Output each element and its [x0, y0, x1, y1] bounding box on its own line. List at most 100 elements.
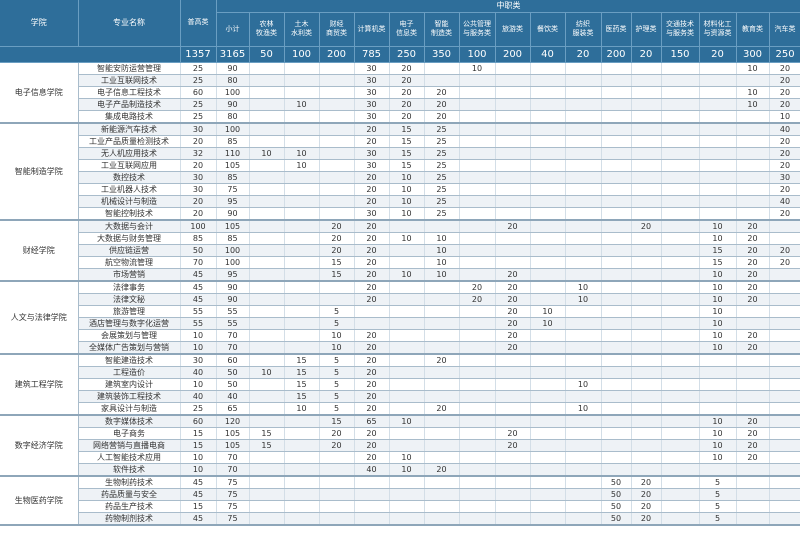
- quota-cell: 10: [424, 244, 460, 257]
- major-name: 旅游管理: [78, 305, 181, 318]
- quota-cell: [284, 256, 320, 269]
- quota-cell: 105: [216, 219, 250, 233]
- quota-cell: [495, 135, 531, 148]
- quota-cell: 60: [216, 353, 250, 367]
- quota-cell: [736, 463, 770, 477]
- quota-cell: 20: [354, 353, 390, 367]
- major-name: 网络营销与直播电商: [78, 439, 181, 452]
- quota-cell: [284, 500, 320, 513]
- quota-cell: 45: [180, 512, 217, 526]
- quota-cell: [565, 256, 602, 269]
- quota-cell: [769, 329, 800, 342]
- quota-cell: [284, 341, 320, 355]
- quota-cell: [736, 110, 770, 124]
- quota-cell: [284, 475, 320, 489]
- quota-cell: [319, 475, 355, 489]
- quota-cell: 10: [699, 414, 737, 428]
- quota-cell: 40: [180, 390, 217, 403]
- quota-cell: 20: [736, 280, 770, 294]
- quota-cell: 15: [180, 427, 217, 440]
- quota-cell: [284, 122, 320, 136]
- quota-cell: [601, 402, 632, 416]
- major-name: 机械设计与制造: [78, 195, 181, 208]
- quota-cell: 20: [495, 427, 531, 440]
- quota-cell: 30: [354, 62, 390, 75]
- quota-cell: [565, 244, 602, 257]
- quota-cell: 20: [424, 86, 460, 99]
- quota-cell: [631, 414, 662, 428]
- quota-cell: [769, 305, 800, 318]
- quota-cell: [249, 329, 285, 342]
- major-name: 电子产品制造技术: [78, 98, 181, 111]
- quota-cell: [565, 219, 602, 233]
- quota-cell: [661, 402, 700, 416]
- quota-cell: [631, 427, 662, 440]
- quota-cell: [389, 219, 425, 233]
- quota-cell: [249, 500, 285, 513]
- quota-cell: [459, 256, 496, 269]
- quota-cell: [631, 451, 662, 464]
- header-category: 护理类: [631, 12, 662, 47]
- quota-cell: [769, 366, 800, 379]
- header-total: 50: [249, 46, 285, 63]
- header-category: 医药类: [601, 12, 632, 47]
- quota-cell: 5: [699, 512, 737, 526]
- table-row: 数字经济学院 数字媒体技术 60 120 15 65 10 10 20: [0, 414, 800, 477]
- quota-cell: [601, 439, 632, 452]
- quota-cell: 20: [459, 280, 496, 294]
- quota-cell: 30: [354, 207, 390, 221]
- quota-cell: [424, 305, 460, 318]
- quota-cell: [284, 488, 320, 501]
- quota-cell: [530, 341, 566, 355]
- quota-cell: 10: [565, 378, 602, 391]
- major-name: 建筑室内设计: [78, 378, 181, 391]
- quota-cell: 20: [769, 147, 800, 160]
- table-row: 工业互联网应用 20 105 10 30 15 25 20: [0, 159, 800, 172]
- quota-cell: [661, 86, 700, 99]
- quota-cell: 15: [319, 268, 355, 282]
- quota-cell: [565, 207, 602, 221]
- quota-cell: 20: [354, 122, 390, 136]
- quota-cell: [424, 293, 460, 306]
- quota-cell: [249, 268, 285, 282]
- quota-cell: [495, 244, 531, 257]
- quota-cell: [661, 378, 700, 391]
- quota-cell: 20: [424, 353, 460, 367]
- quota-cell: 50: [601, 500, 632, 513]
- quota-cell: [631, 207, 662, 221]
- quota-cell: [601, 159, 632, 172]
- table-row: 网络营销与直播电商 15 105 15 20 20 20 10 20: [0, 439, 800, 452]
- quota-cell: 20: [495, 317, 531, 330]
- quota-cell: 15: [389, 122, 425, 136]
- quota-cell: [631, 256, 662, 269]
- quota-cell: [459, 329, 496, 342]
- quota-cell: [631, 317, 662, 330]
- quota-cell: [389, 488, 425, 501]
- quota-cell: [459, 86, 496, 99]
- quota-cell: 20: [354, 390, 390, 403]
- quota-cell: 20: [354, 135, 390, 148]
- quota-cell: [601, 98, 632, 111]
- quota-cell: [319, 500, 355, 513]
- quota-cell: [495, 159, 531, 172]
- quota-cell: [530, 475, 566, 489]
- quota-cell: 20: [769, 207, 800, 221]
- table-row: 无人机应用技术 32 110 10 10 30 15 25 20: [0, 147, 800, 160]
- quota-cell: [319, 463, 355, 477]
- quota-cell: [284, 451, 320, 464]
- quota-cell: [699, 110, 737, 124]
- table-row: 人工智能技术应用 10 70 20 10 10 20: [0, 451, 800, 464]
- quota-cell: [249, 293, 285, 306]
- quota-cell: [389, 366, 425, 379]
- quota-cell: 10: [389, 451, 425, 464]
- quota-cell: 20: [319, 244, 355, 257]
- quota-cell: [284, 183, 320, 196]
- quota-cell: 80: [216, 74, 250, 87]
- major-name: 工业产品质量检测技术: [78, 135, 181, 148]
- quota-cell: 10: [249, 366, 285, 379]
- quota-cell: [249, 475, 285, 489]
- quota-cell: [736, 488, 770, 501]
- quota-cell: 30: [180, 122, 217, 136]
- quota-cell: [319, 488, 355, 501]
- quota-cell: [249, 62, 285, 75]
